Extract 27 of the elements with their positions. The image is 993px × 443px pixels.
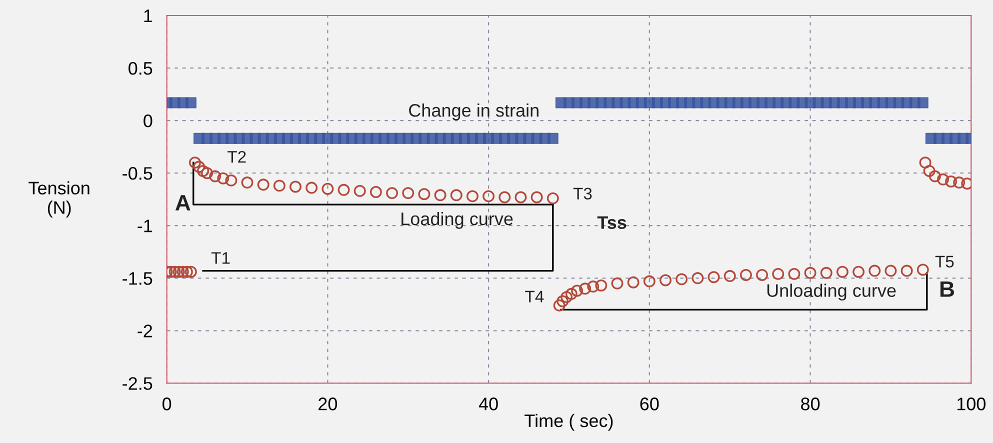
y-tick-label: -1 [138, 220, 152, 232]
y-tick-label: -0.5 [122, 167, 152, 180]
annotation: Tss [597, 216, 626, 229]
x-tick-label: 40 [478, 398, 498, 410]
annotation: T2 [228, 150, 246, 163]
annotation: Change in strain [409, 104, 538, 120]
x-tick-label: 20 [318, 398, 338, 410]
annotation: Unloading curve [767, 284, 896, 301]
y-tick-label: -1.5 [122, 272, 152, 285]
annotation: T4 [525, 290, 544, 302]
annotation: Loading curve [402, 212, 513, 229]
x-tick-label: 100 [957, 398, 986, 410]
x-axis-title: Time ( sec) [524, 414, 613, 431]
annotation: T5 [935, 256, 954, 268]
x-tick-label: 60 [640, 398, 659, 410]
x-tick-label: 80 [801, 398, 820, 410]
annotation: B [940, 282, 954, 297]
y-tick-label: -2.5 [122, 377, 152, 390]
y-tick-label: -2 [138, 324, 152, 338]
annotation: T1 [211, 252, 230, 264]
annotation: T3 [573, 188, 592, 200]
annotation: A [175, 195, 190, 210]
x-tick-label: 0 [162, 398, 172, 410]
y-tick-label: 0.5 [128, 62, 152, 75]
y-tick-label: 1 [144, 10, 152, 22]
y-axis-title: Tension (N) [28, 181, 90, 218]
y-tick-label: 0 [144, 114, 152, 128]
